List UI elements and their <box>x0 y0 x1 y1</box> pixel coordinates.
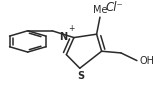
Text: Cl⁻: Cl⁻ <box>105 1 123 14</box>
Text: OH: OH <box>139 56 154 66</box>
Text: Me: Me <box>93 5 107 15</box>
Text: N: N <box>59 32 67 42</box>
Text: S: S <box>77 71 84 81</box>
Text: +: + <box>68 24 75 33</box>
